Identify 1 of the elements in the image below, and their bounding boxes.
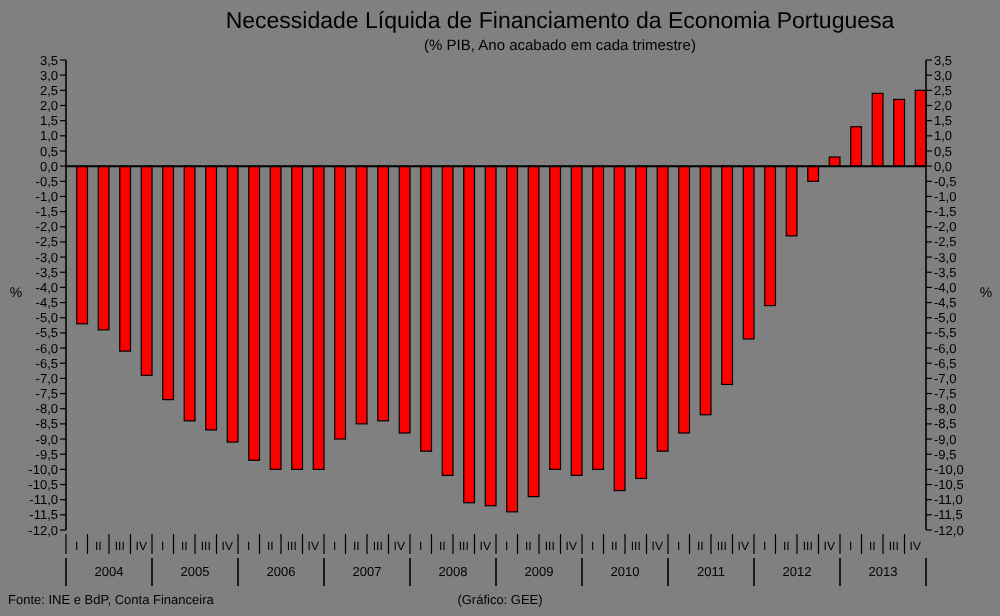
chart-title: Necessidade Líquida de Financiamento da Economia Portuguesa [225, 10, 896, 34]
